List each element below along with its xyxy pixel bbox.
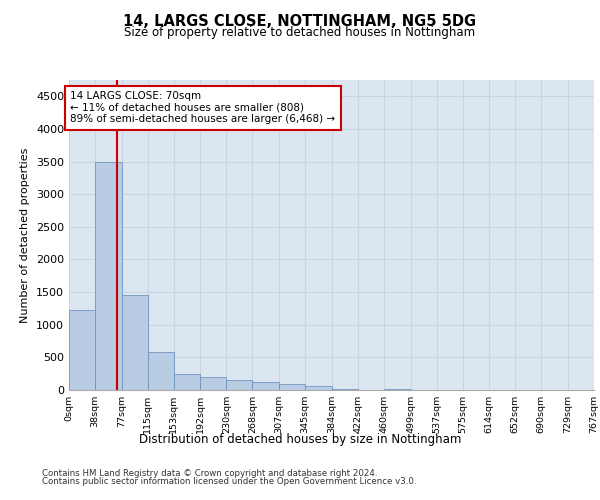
Bar xyxy=(226,380,253,390)
Text: Distribution of detached houses by size in Nottingham: Distribution of detached houses by size … xyxy=(139,432,461,446)
Bar xyxy=(253,382,279,390)
Text: Size of property relative to detached houses in Nottingham: Size of property relative to detached ho… xyxy=(124,26,476,39)
Bar xyxy=(200,378,226,390)
Bar xyxy=(332,389,358,390)
Bar xyxy=(279,384,305,390)
Bar xyxy=(148,352,174,390)
Text: 14 LARGS CLOSE: 70sqm
← 11% of detached houses are smaller (808)
89% of semi-det: 14 LARGS CLOSE: 70sqm ← 11% of detached … xyxy=(70,91,335,124)
Text: Contains public sector information licensed under the Open Government Licence v3: Contains public sector information licen… xyxy=(42,477,416,486)
Y-axis label: Number of detached properties: Number of detached properties xyxy=(20,148,31,322)
Bar xyxy=(69,310,95,390)
Text: 14, LARGS CLOSE, NOTTINGHAM, NG5 5DG: 14, LARGS CLOSE, NOTTINGHAM, NG5 5DG xyxy=(124,14,476,29)
Text: Contains HM Land Registry data © Crown copyright and database right 2024.: Contains HM Land Registry data © Crown c… xyxy=(42,469,377,478)
Bar xyxy=(122,294,148,390)
Bar xyxy=(95,162,122,390)
Bar xyxy=(174,374,200,390)
Bar xyxy=(305,386,332,390)
